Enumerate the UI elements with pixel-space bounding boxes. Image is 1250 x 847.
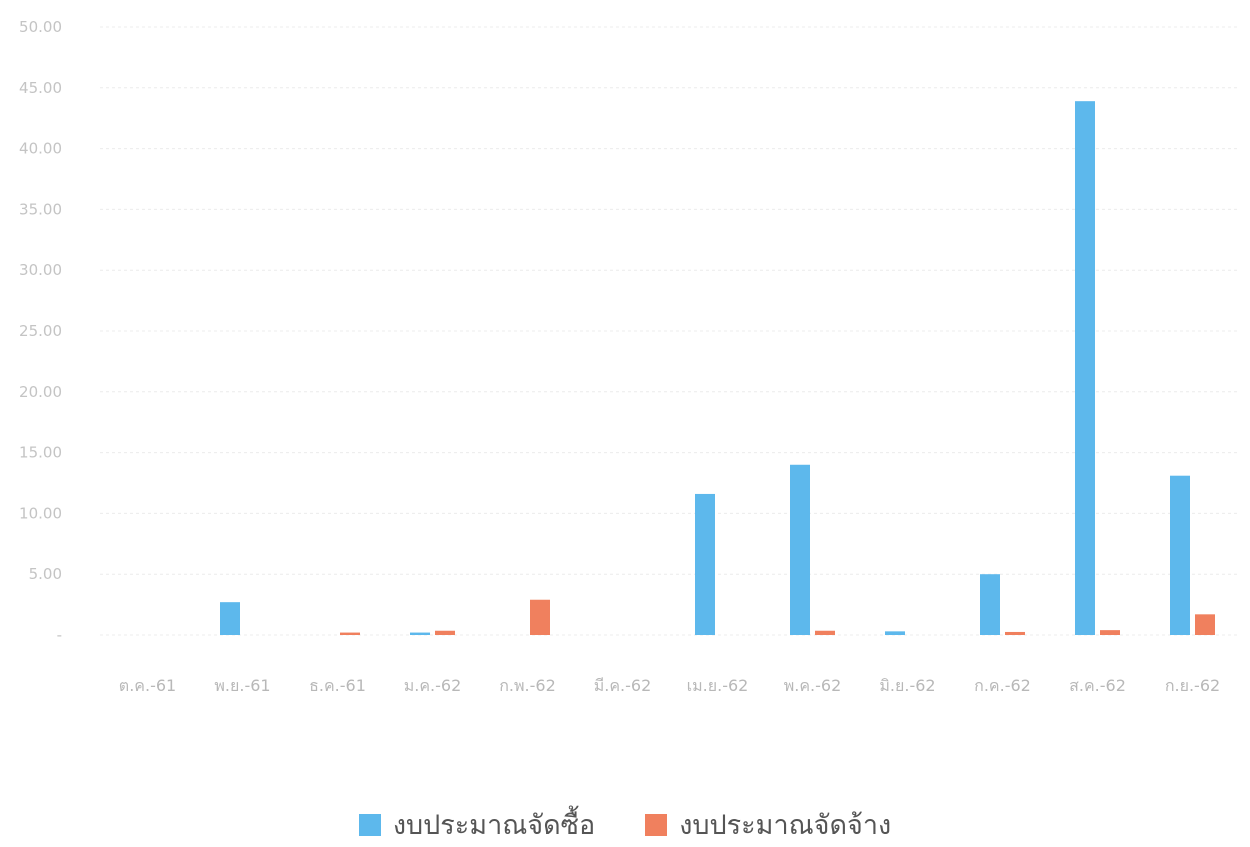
bar-purchase	[410, 632, 430, 635]
x-tick-label: ม.ค.-62	[404, 676, 462, 695]
legend-swatch-hire	[645, 813, 668, 836]
y-tick-label: -	[57, 626, 62, 644]
y-tick-label: 40.00	[19, 140, 62, 158]
bar-hire	[815, 630, 835, 635]
y-tick-label: 15.00	[19, 444, 62, 462]
bar-purchase	[885, 631, 905, 635]
x-tick-label: พ.ย.-61	[214, 676, 270, 695]
bar-hire	[1195, 614, 1215, 635]
y-tick-label: 50.00	[19, 18, 62, 36]
y-tick-label: 30.00	[19, 261, 62, 279]
bar-purchase	[1075, 101, 1095, 635]
y-axis-ticks: - 5.00 10.00 15.00 20.00 25.00 30.00 35.00 40.00…	[19, 18, 62, 644]
bar-hire	[435, 630, 455, 635]
y-tick-label: 10.00	[19, 504, 62, 522]
y-tick-label: 35.00	[19, 200, 62, 218]
x-axis-ticks: ต.ค.-61 พ.ย.-61 ธ.ค.-61 ม.ค.-62 ก.พ.-62 มี.ค.…	[119, 676, 1220, 695]
bar-purchase	[790, 464, 810, 635]
bar-hire	[340, 632, 360, 635]
x-tick-label: มิ.ย.-62	[879, 676, 935, 695]
legend-label-hire: งบประมาณจัดจ้าง	[679, 810, 892, 841]
bar-chart: - 5.00 10.00 15.00 20.00 25.00 30.00 35.00 40.00…	[19, 18, 1240, 695]
x-tick-label: ก.ย.-62	[1165, 676, 1220, 695]
x-tick-label: ธ.ค.-61	[309, 676, 366, 695]
legend-item-hire: งบประมาณจัดจ้าง	[645, 803, 891, 846]
bar-hire	[1005, 631, 1025, 635]
bar-purchase	[695, 493, 715, 635]
x-tick-label: ต.ค.-61	[119, 676, 176, 695]
bar-purchase	[1170, 475, 1190, 635]
x-tick-label: เม.ย.-62	[687, 676, 749, 695]
gridlines	[100, 26, 1240, 636]
bar-purchase	[980, 574, 1000, 635]
y-tick-label: 45.00	[19, 79, 62, 97]
x-tick-label: ก.ค.-62	[974, 676, 1031, 695]
y-tick-label: 5.00	[29, 565, 62, 583]
legend-swatch-purchase	[358, 813, 381, 836]
y-tick-label: 25.00	[19, 322, 62, 340]
legend-label-purchase: งบประมาณจัดซื้อ	[392, 810, 596, 841]
x-tick-label: พ.ค.-62	[784, 676, 842, 695]
bar-purchase	[220, 602, 240, 635]
legend: งบประมาณจัดซื้อ งบประมาณจัดจ้าง	[0, 803, 1250, 846]
x-tick-label: ส.ค.-62	[1069, 676, 1126, 695]
bar-hire	[530, 599, 550, 635]
bar-hire	[1100, 630, 1120, 635]
x-tick-label: ก.พ.-62	[499, 676, 556, 695]
x-tick-label: มี.ค.-62	[594, 676, 652, 695]
y-tick-label: 20.00	[19, 383, 62, 401]
bars	[220, 101, 1215, 635]
legend-item-purchase: งบประมาณจัดซื้อ	[358, 803, 596, 846]
